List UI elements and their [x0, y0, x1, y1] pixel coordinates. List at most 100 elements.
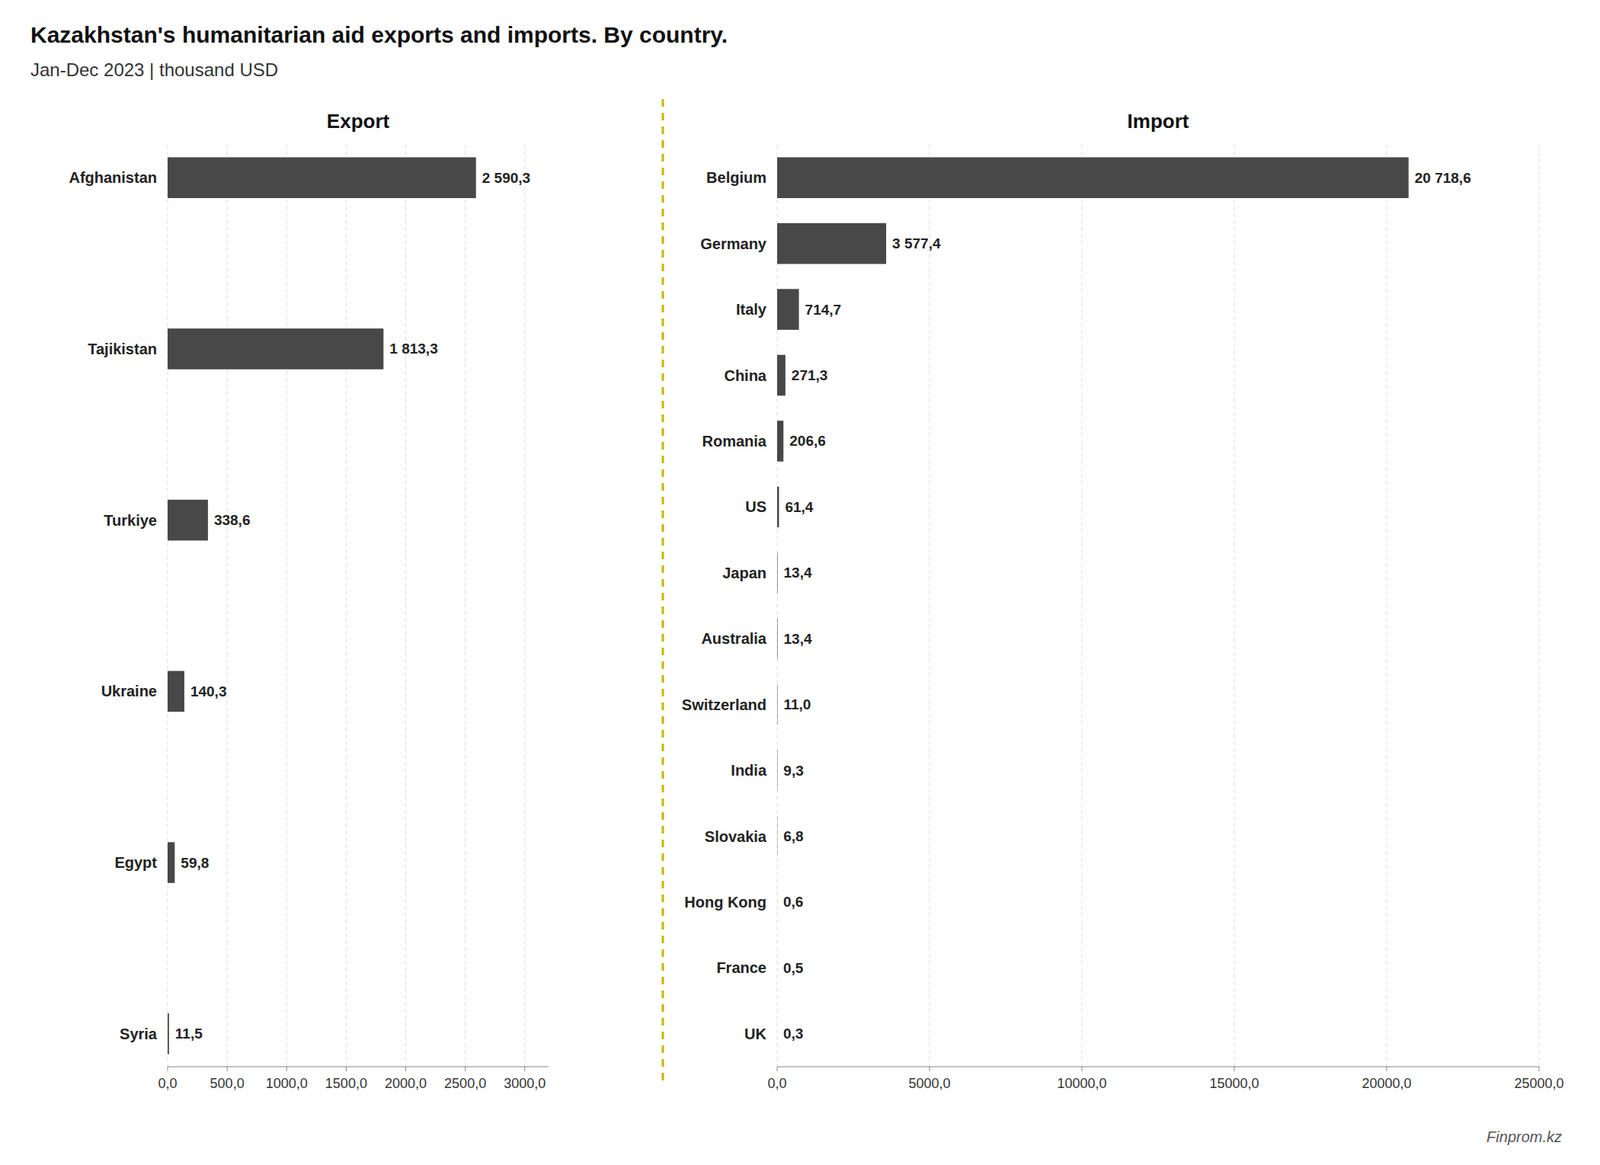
tick-mark — [777, 1066, 778, 1072]
bar — [777, 420, 784, 462]
bar — [777, 881, 778, 923]
category-label: China — [723, 367, 767, 384]
grid-line — [1386, 144, 1388, 1067]
data-label: 206,6 — [789, 432, 826, 449]
category-label: Turkiye — [103, 512, 157, 529]
data-label: 714,7 — [805, 301, 842, 318]
bar — [777, 552, 778, 594]
bar — [167, 841, 175, 884]
grid-line — [286, 144, 288, 1067]
tick-mark — [286, 1066, 288, 1072]
bar — [167, 671, 185, 713]
panel-title: Export — [326, 109, 391, 133]
tick-mark — [167, 1066, 169, 1072]
bar — [777, 288, 800, 330]
tick-label: 3000,0 — [503, 1075, 546, 1092]
category-label: UK — [744, 1025, 767, 1043]
bar — [777, 486, 779, 528]
x-axis — [777, 1065, 1540, 1067]
tick-label: 2000,0 — [384, 1075, 427, 1092]
grid-line — [405, 144, 407, 1067]
bar — [777, 1013, 778, 1055]
bar — [777, 156, 1409, 199]
tick-label: 0,0 — [157, 1075, 177, 1092]
data-label: 0,3 — [783, 1025, 804, 1042]
bar — [777, 749, 778, 791]
bars — [167, 156, 477, 1054]
data-label: 338,6 — [214, 512, 251, 528]
tick-label: 500,0 — [210, 1075, 245, 1092]
data-label: 11,0 — [783, 696, 811, 713]
tick-mark — [1081, 1066, 1083, 1072]
data-label: 3 577,4 — [892, 235, 941, 252]
bar — [777, 355, 786, 397]
chart: Kazakhstan's humanitarian aid exports an… — [0, 0, 1600, 1165]
category-label: Hong Kong — [684, 893, 767, 911]
data-label: 13,4 — [784, 564, 813, 581]
tick-label: 1500,0 — [325, 1075, 368, 1092]
category-label: Italy — [736, 300, 768, 318]
tick-label: 20000,0 — [1361, 1075, 1412, 1092]
grid-line — [929, 144, 931, 1067]
tick-mark — [345, 1066, 347, 1072]
grid-line — [167, 144, 169, 1067]
bar — [777, 947, 778, 989]
data-label: 20 718,6 — [1414, 169, 1472, 186]
bar — [167, 1013, 170, 1055]
data-label: 1 813,3 — [389, 340, 438, 357]
grid-line — [1234, 144, 1236, 1067]
separator — [662, 99, 665, 1082]
category-label: Switzerland — [681, 696, 767, 714]
category-label: India — [730, 761, 768, 779]
data-label: 0,6 — [783, 893, 804, 910]
grid-line — [464, 144, 466, 1067]
tick-label: 25000,0 — [1513, 1075, 1564, 1092]
data-label: 9,3 — [783, 762, 804, 779]
tick-mark — [227, 1066, 228, 1072]
tick-label: 15000,0 — [1209, 1075, 1259, 1092]
grid-line — [524, 144, 525, 1067]
title: Kazakhstan's humanitarian aid exports an… — [30, 22, 728, 48]
panel-title: Import — [1127, 109, 1190, 133]
category-label: Egypt — [114, 854, 157, 871]
category-label: Belgium — [706, 169, 767, 186]
background — [0, 0, 1600, 1165]
data-label: 6,8 — [783, 828, 804, 845]
data-label: 13,4 — [784, 630, 813, 647]
bars — [777, 156, 1409, 1054]
panel: Import0,05000,010000,015000,020000,02500… — [681, 109, 1565, 1092]
tick-mark — [929, 1066, 931, 1072]
data-label: 61,4 — [784, 499, 813, 516]
bar — [777, 617, 778, 660]
category-label: Syria — [119, 1025, 158, 1043]
tick-mark — [1234, 1066, 1236, 1072]
category-label: France — [716, 959, 767, 976]
category-label: Ukraine — [101, 682, 157, 700]
panel: Export 0,0 500,0 1000,0 1500,0 2000,0 2500,0 30… — [68, 109, 549, 1092]
tick-mark — [1386, 1066, 1388, 1072]
tick-label: 1000,0 — [265, 1075, 308, 1092]
bar — [777, 684, 778, 726]
bar — [167, 499, 208, 541]
subtitle: Jan-Dec 2023 | thousand USD — [30, 59, 279, 80]
tick-mark — [1539, 1066, 1540, 1072]
data-label: 0,5 — [783, 960, 804, 976]
grid-line — [345, 144, 347, 1067]
category-label: Afghanistan — [68, 169, 157, 186]
category-label: Australia — [700, 630, 767, 647]
data-label: 2 590,3 — [482, 169, 531, 186]
data-label: 140,3 — [190, 683, 228, 700]
tick-mark — [405, 1066, 407, 1072]
x-axis — [167, 1065, 549, 1067]
bar — [167, 156, 477, 199]
tick-label: 5000,0 — [908, 1075, 951, 1092]
category-label: Slovakia — [704, 828, 768, 845]
data-label: 271,3 — [791, 367, 829, 384]
data-label: 59,8 — [180, 854, 209, 871]
category-label: US — [745, 498, 767, 516]
category-label: Romania — [702, 432, 768, 450]
category-label: Japan — [722, 564, 767, 582]
tick-label: 2500,0 — [444, 1075, 487, 1092]
tick-mark — [524, 1066, 525, 1072]
category-label: Tajikistan — [87, 340, 157, 358]
